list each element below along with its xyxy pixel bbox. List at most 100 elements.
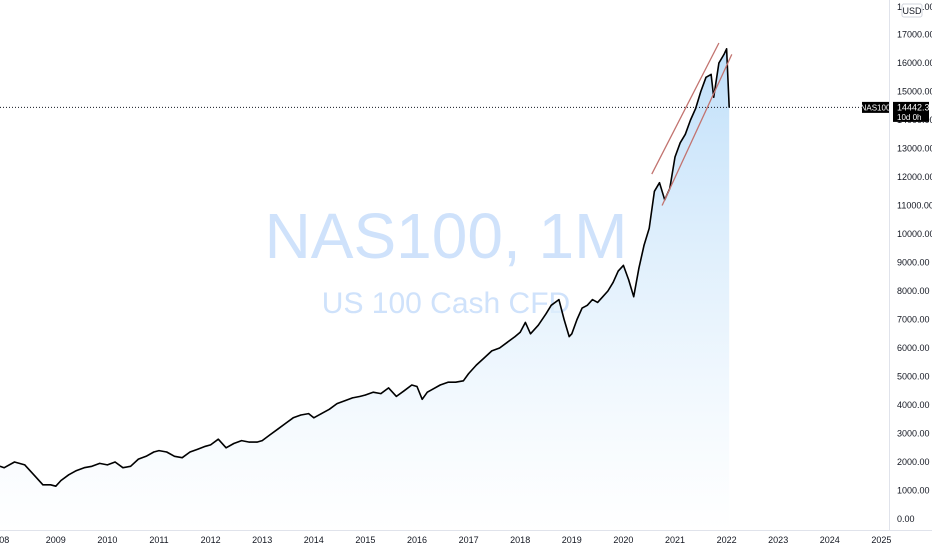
series-point — [713, 96, 715, 98]
series-point — [674, 156, 676, 158]
series-point — [130, 465, 132, 467]
series-point — [439, 384, 441, 386]
series-point — [403, 390, 405, 392]
price-tick-label: 0.00 — [897, 514, 915, 524]
series-point — [550, 304, 552, 306]
price-tick-label: 10000.00 — [897, 229, 932, 239]
time-tick-label: 2011 — [149, 535, 168, 545]
series-point — [421, 398, 423, 400]
time-tick-label: 2010 — [97, 535, 117, 545]
series-point — [617, 270, 619, 272]
series-point — [42, 484, 44, 486]
series-point — [723, 53, 725, 56]
series-point — [3, 467, 5, 469]
series-point — [581, 307, 583, 309]
last-price-marker: NAS100 14442.36 10d 0h — [0, 101, 932, 122]
price-tick-label: 11000.00 — [897, 201, 932, 211]
series-point — [545, 313, 547, 315]
price-tick-label: 2000.00 — [897, 457, 930, 467]
series-point — [524, 321, 527, 323]
price-tick-label: 15000.00 — [897, 87, 932, 97]
series-point — [658, 182, 661, 184]
time-tick-label: 2018 — [510, 535, 530, 545]
time-axis[interactable]: 08 2009 2010 2011 2012 2013 2014 2015 2016 2017 20… — [0, 535, 891, 545]
price-tick-label: 13000.00 — [897, 144, 932, 154]
price-tick-label: 3000.00 — [897, 429, 930, 439]
channel-upper-trendline[interactable] — [651, 42, 720, 175]
series-point — [217, 438, 219, 440]
time-tick-label: 2014 — [304, 535, 324, 545]
series-point — [499, 347, 501, 349]
series-point — [483, 357, 485, 359]
series-point — [462, 380, 464, 382]
time-tick-label: 2021 — [665, 535, 685, 545]
series-point — [597, 301, 599, 303]
series-point — [653, 190, 656, 192]
price-tick-label: 6000.00 — [897, 343, 930, 353]
series-point — [695, 108, 697, 110]
series-point — [718, 62, 720, 64]
series-point — [426, 391, 428, 393]
series-point — [571, 333, 573, 335]
series-point — [158, 450, 160, 452]
series-point — [411, 384, 413, 386]
series-point — [50, 484, 52, 486]
series-point — [455, 381, 457, 383]
series-point — [726, 48, 728, 50]
time-tick-label: 2009 — [46, 535, 66, 545]
currency-badge-label: USD — [902, 6, 922, 16]
series-point — [612, 281, 614, 283]
price-tick-label: 9000.00 — [897, 258, 930, 268]
currency-badge-bg — [901, 3, 923, 18]
series-point — [60, 479, 62, 482]
series-point — [468, 373, 470, 375]
series-point — [313, 417, 315, 419]
series-point — [284, 422, 286, 425]
series-point — [99, 462, 101, 464]
series-point — [364, 394, 366, 396]
plot-area[interactable] — [0, 42, 733, 531]
time-tick-label: 08 — [0, 535, 9, 545]
series-point — [233, 442, 235, 445]
price-tick-label: 4000.00 — [897, 400, 930, 410]
series-point — [563, 318, 565, 321]
time-tick-label: 2023 — [768, 535, 788, 545]
series-point — [679, 142, 681, 144]
series-point — [204, 445, 206, 447]
series-point — [447, 381, 449, 383]
series-point — [173, 455, 176, 457]
currency-badge[interactable]: USD — [901, 3, 923, 18]
time-tick-label: 2025 — [871, 535, 891, 545]
series-point — [622, 264, 625, 266]
series-point — [700, 90, 702, 93]
series-point — [576, 318, 578, 321]
series-point — [91, 465, 93, 467]
series-point — [475, 364, 477, 366]
series-point — [710, 73, 712, 75]
series-point — [633, 296, 635, 298]
watermark-subtitle: US 100 Cash CFD — [322, 287, 570, 320]
price-tick-label: 5000.00 — [897, 372, 930, 382]
price-tick-label: 1000.00 — [897, 486, 930, 496]
series-point — [145, 455, 147, 457]
price-tag — [893, 101, 929, 122]
series-point — [68, 474, 70, 476]
series-point — [75, 470, 77, 472]
channel-lower-trendline[interactable] — [661, 54, 733, 206]
series-point — [83, 467, 85, 469]
series-point — [241, 440, 243, 442]
series-point — [122, 467, 124, 469]
series-point — [351, 397, 354, 399]
series-point — [684, 133, 686, 135]
time-tick-label: 2017 — [459, 535, 479, 545]
series-point — [506, 341, 508, 343]
price-axis[interactable]: 18000.00 17000.0016000.0015000.0014000.0… — [897, 2, 932, 524]
series-point — [277, 428, 279, 430]
series-point — [380, 393, 382, 395]
series-point — [519, 331, 521, 333]
time-tick-label: 2015 — [355, 535, 375, 545]
series-point — [308, 413, 310, 415]
series-area-fill — [0, 48, 730, 531]
